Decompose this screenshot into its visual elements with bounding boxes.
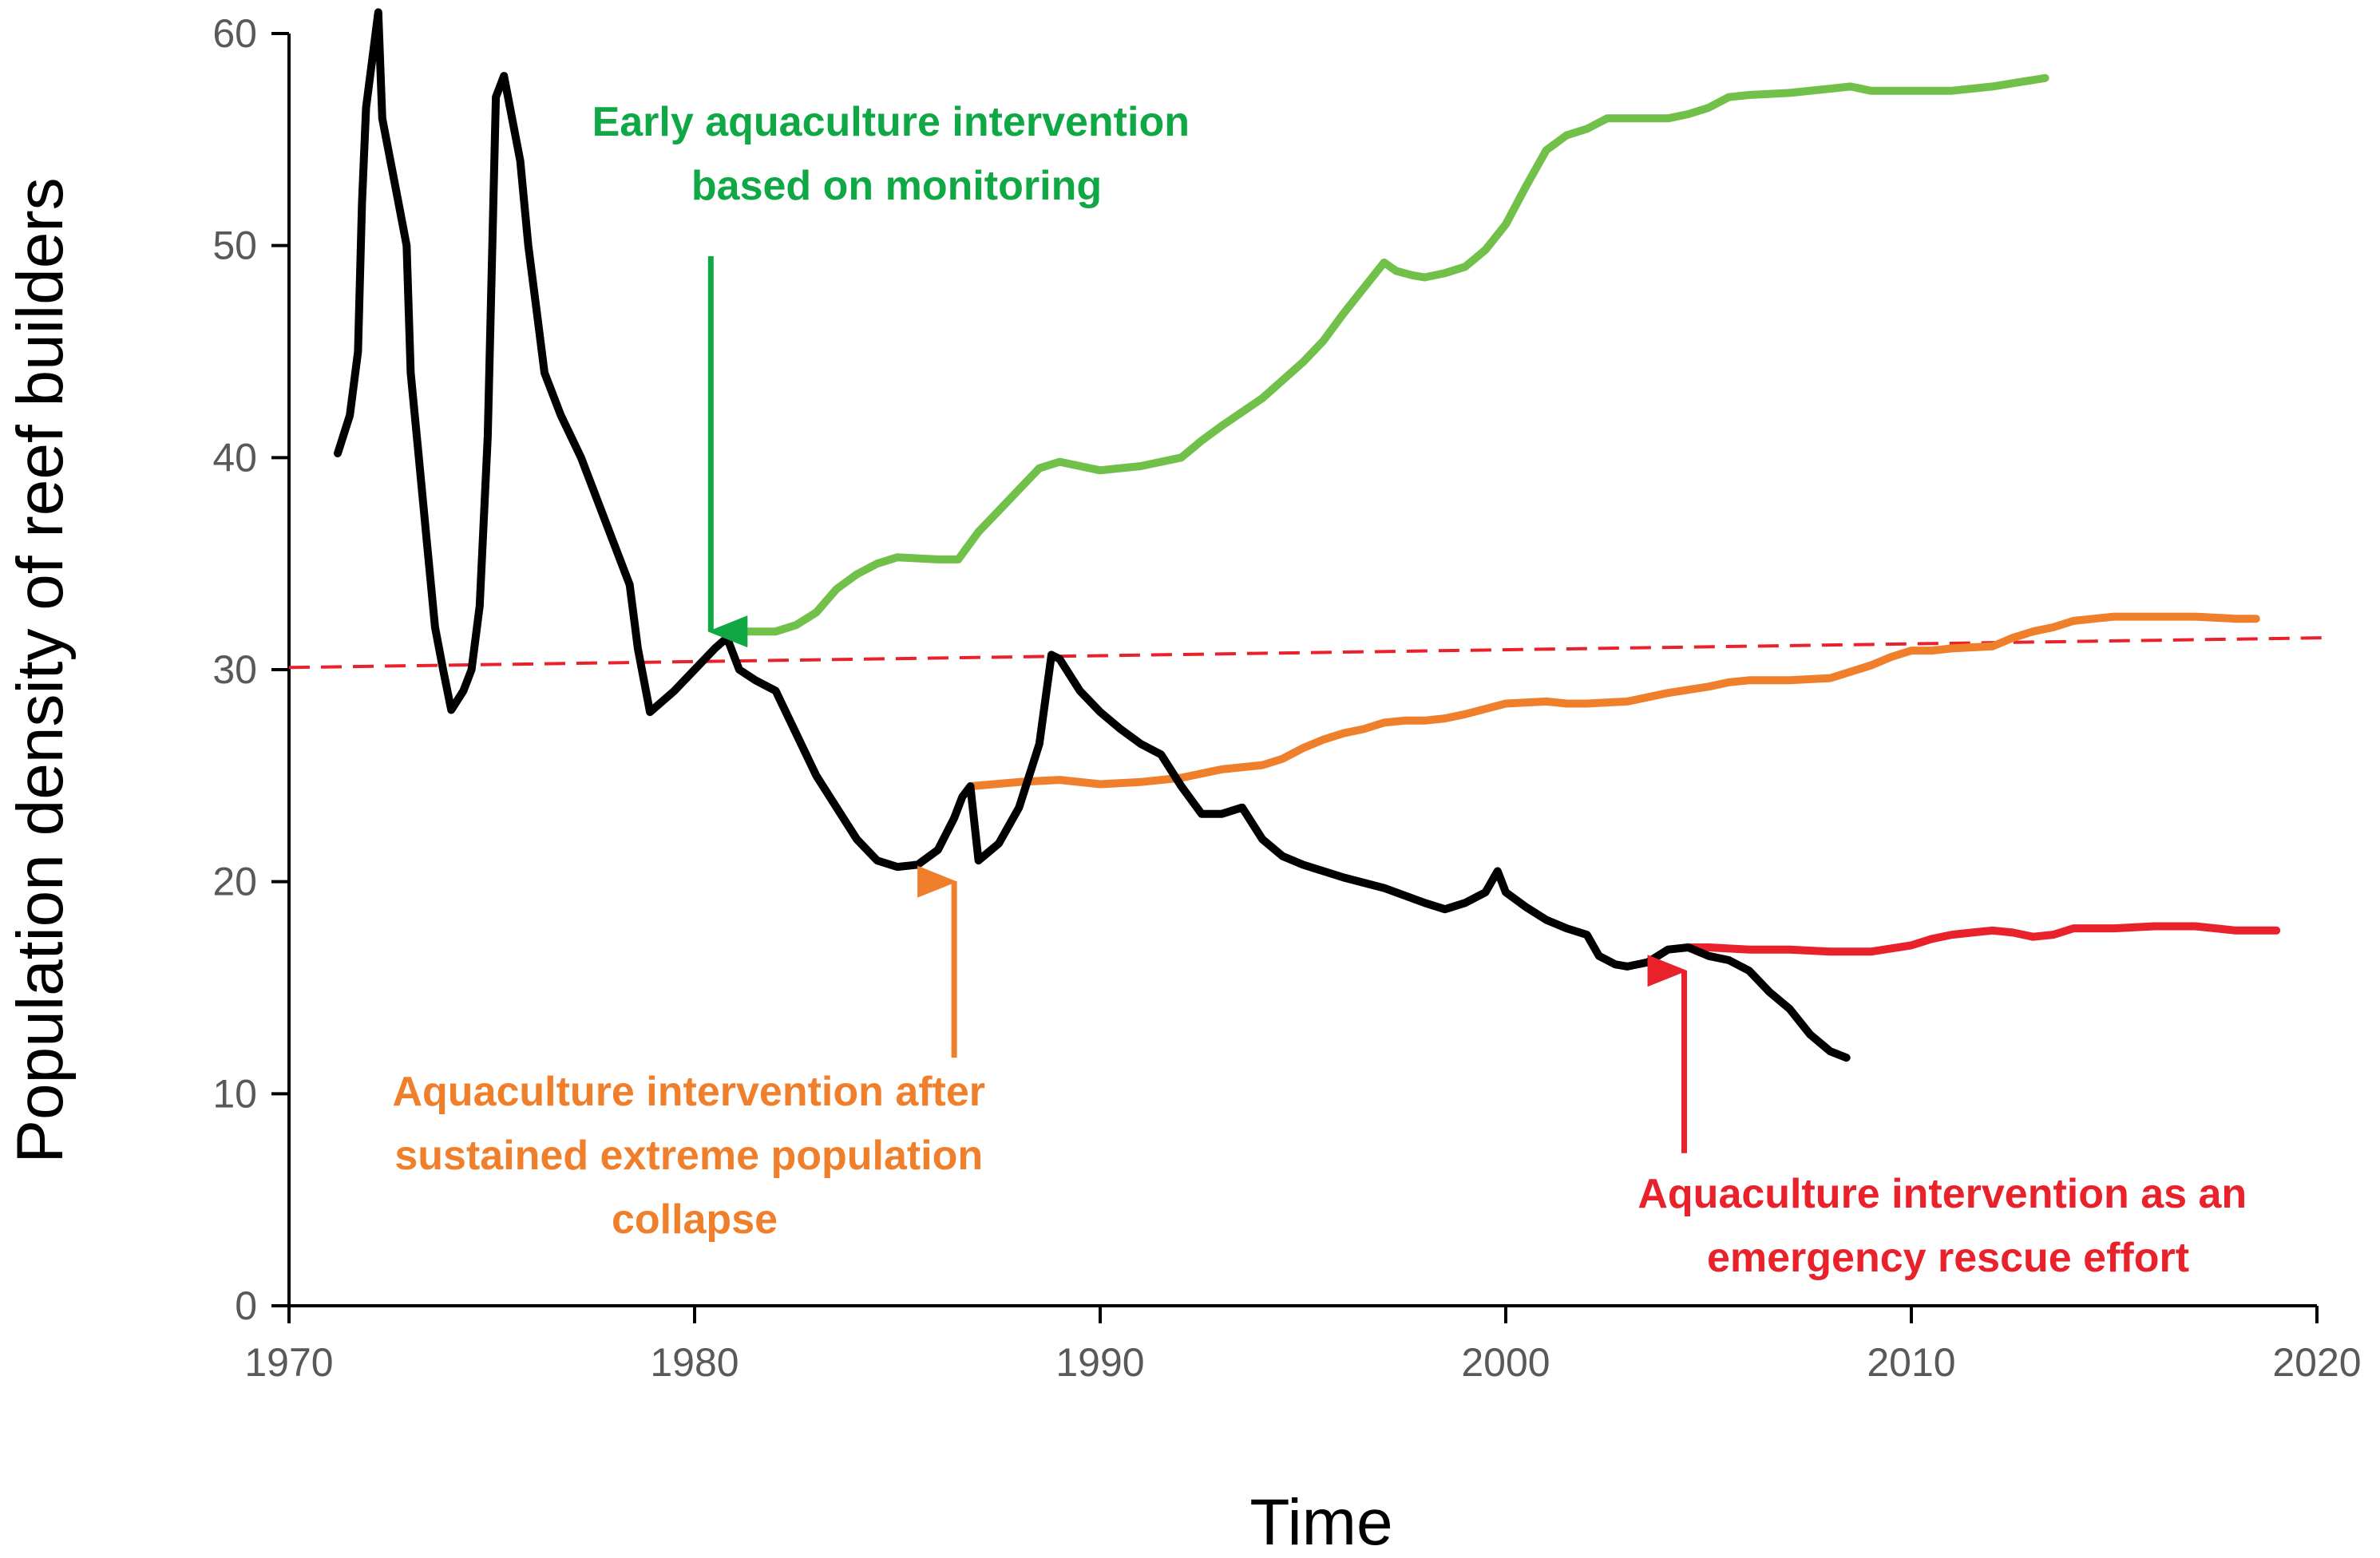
y-tick-label: 30 <box>212 647 257 692</box>
y-tick-label: 10 <box>212 1071 257 1116</box>
collapse-intervention-label-line-2: sustained extreme population <box>394 1133 983 1179</box>
y-tick-label: 20 <box>212 860 257 904</box>
collapse-intervention-label-line-3: collapse <box>612 1196 778 1243</box>
collapse-intervention-label: Aquaculture intervention after sustained… <box>392 1069 996 1243</box>
x-tick-label: 1990 <box>1055 1340 1144 1385</box>
x-axis-title: Time <box>1249 1486 1392 1558</box>
x-tick-label: 1980 <box>650 1340 739 1385</box>
collapse-intervention-label-line-1: Aquaculture intervention after <box>392 1069 985 1115</box>
early-intervention-label: Early aquaculture intervention based on … <box>592 99 1202 209</box>
x-tick-label: 2020 <box>2272 1340 2361 1385</box>
x-tick-label: 2000 <box>1461 1340 1550 1385</box>
early-intervention-label-line-2: based on monitoring <box>691 163 1102 209</box>
rescue-intervention-series-line <box>1684 922 2281 956</box>
rescue-intervention-label-line-1: Aquaculture intervention as an <box>1637 1171 2247 1217</box>
x-tick-label: 1970 <box>244 1340 333 1385</box>
rescue-intervention-label: Aquaculture intervention as an emergency… <box>1637 1171 2258 1281</box>
no-intervention-series-line <box>334 8 1851 1062</box>
x-ticks: 1970 1980 1990 2000 2010 2020 <box>244 1306 2362 1385</box>
x-tick-label: 2010 <box>1867 1340 1955 1385</box>
y-ticks: 0 10 20 30 40 50 60 <box>212 11 289 1328</box>
y-tick-label: 0 <box>235 1283 257 1328</box>
y-axis-title: Population density of reef builders <box>4 177 77 1163</box>
collapse-intervention-series-line <box>966 612 2260 791</box>
y-tick-label: 50 <box>212 223 257 268</box>
y-tick-label: 40 <box>212 435 257 480</box>
rescue-intervention-label-line-2: emergency rescue effort <box>1707 1235 2189 1281</box>
early-intervention-label-line-1: Early aquaculture intervention <box>592 99 1190 145</box>
early-intervention-series-line <box>727 73 2049 636</box>
threshold-dashed-line <box>288 636 2326 670</box>
y-tick-label: 60 <box>212 11 257 56</box>
